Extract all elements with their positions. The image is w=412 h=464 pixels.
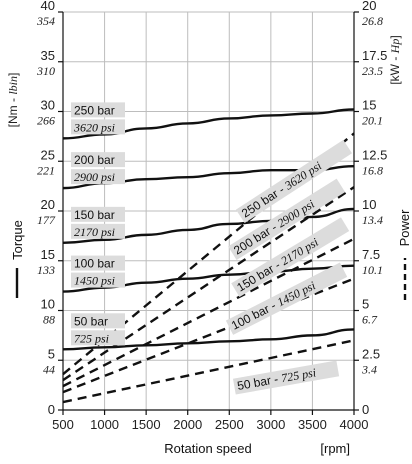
left-tick-label-imperial: 133 [37, 263, 55, 277]
torque-label-psi: 2900 psi [74, 170, 115, 184]
left-axis-label: Torque [10, 220, 25, 260]
right-tick-label-imperial: 10.1 [362, 263, 383, 277]
torque-label-box-psi [71, 169, 125, 185]
series-labels: 250 bar 3620 psi 200 bar 2900 psi 150 bar 217… [71, 102, 353, 395]
torque-label-box-psi [71, 119, 125, 135]
left-tick-label: 15 [41, 247, 55, 262]
torque-label-pressure: 200 bar [74, 153, 115, 167]
right-axis-label: Power [397, 209, 412, 247]
torque-label-pressure: 50 bar [74, 314, 108, 328]
torque-label-box-psi [71, 272, 125, 288]
left-tick-label-imperial: 310 [36, 64, 55, 78]
left-tick-label: 30 [41, 98, 55, 113]
torque-label-psi: 1450 psi [74, 274, 115, 288]
x-axis-unit: [rpm] [320, 441, 350, 456]
right-tick-label-imperial: 13.4 [362, 213, 383, 227]
left-tick-label: 10 [41, 297, 55, 312]
torque-label-box-psi [71, 223, 125, 239]
power-label-box [232, 360, 340, 395]
power-label-box [235, 139, 353, 223]
right-tick-label: 12.5 [362, 147, 387, 162]
left-tick-label: 40 [41, 0, 55, 13]
left-tick-label-imperial: 354 [36, 14, 55, 28]
right-tick-label: 10 [362, 197, 376, 212]
right-tick-label-imperial: 20.1 [362, 114, 383, 128]
torque-label-psi: 3620 psi [73, 120, 115, 134]
left-tick-label-imperial: 266 [37, 114, 55, 128]
left-tick-label: 25 [41, 147, 55, 162]
right-tick-label: 2.5 [362, 346, 380, 361]
right-tick-label: 7.5 [362, 247, 380, 262]
x-tick-label: 2000 [173, 417, 202, 432]
right-tick-label-imperial: 26.8 [362, 14, 383, 28]
power-label-text: 50 bar - 725 psi [236, 365, 317, 393]
power-label-box [228, 178, 346, 260]
left-tick-label-imperial: 177 [37, 213, 56, 227]
right-tick-label: 15 [362, 98, 376, 113]
right-tick-label-imperial: 6.7 [362, 313, 378, 327]
power-line [62, 237, 355, 388]
x-tick-label: 500 [52, 417, 74, 432]
left-tick-label: 5 [48, 346, 55, 361]
right-tick-label: 20 [362, 0, 376, 13]
x-tick-label: 3000 [256, 417, 285, 432]
axes: 0544108815133201772522130266353104035402… [6, 0, 412, 456]
torque-label-box [71, 255, 125, 271]
right-tick-label: 17.5 [362, 48, 387, 63]
right-tick-label: 5 [362, 297, 369, 312]
power-line [62, 339, 355, 404]
power-label-box [225, 262, 348, 335]
torque-label-box [71, 102, 125, 118]
torque-line-50-bar [62, 328, 355, 351]
x-tick-label: 2500 [215, 417, 244, 432]
power-label-box [231, 217, 350, 297]
power-label: 50 bar - 725 psi [232, 360, 340, 395]
torque-label-box [71, 152, 125, 168]
torque-label-box-psi [71, 330, 125, 346]
torque-label-box [71, 313, 125, 329]
torque-label-pressure: 250 bar [74, 103, 115, 117]
right-tick-label-imperial: 3.4 [361, 362, 377, 376]
power-line [62, 186, 355, 382]
left-tick-label-imperial: 221 [37, 163, 55, 177]
left-tick-label-imperial: 88 [43, 313, 55, 327]
torque-label-box [71, 206, 125, 222]
right-axis-unit: [kW - Hp] [388, 35, 402, 84]
right-tick-label-imperial: 16.8 [362, 163, 383, 177]
x-tick-label: 4000 [340, 417, 369, 432]
right-tick-label-imperial: 23.5 [362, 64, 383, 78]
left-tick-label: 20 [41, 197, 55, 212]
torque-label-psi: 2170 psi [74, 225, 115, 239]
torque-label-pressure: 100 bar [74, 257, 115, 271]
x-tick-label: 1000 [90, 417, 119, 432]
left-tick-label-imperial: 44 [43, 362, 55, 376]
left-tick-label: 35 [41, 48, 55, 63]
torque-label-pressure: 150 bar [74, 208, 115, 222]
x-tick-label: 3500 [298, 417, 327, 432]
right-tick-label: 0 [362, 402, 369, 417]
left-tick-label: 0 [48, 402, 55, 417]
torque-label-psi: 725 psi [74, 331, 109, 345]
x-axis-label: Rotation speed [164, 441, 251, 456]
torque-line-150-bar [62, 207, 355, 245]
left-axis-unit: [Nm - lbin] [6, 73, 20, 128]
x-tick-label: 1500 [132, 417, 161, 432]
